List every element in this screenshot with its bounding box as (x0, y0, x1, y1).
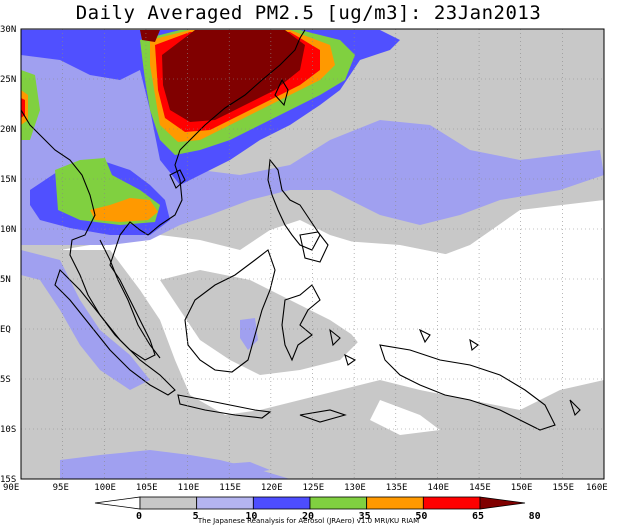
coast-mindanao (299, 231, 329, 263)
orange-region-indochina (90, 198, 158, 222)
colorbar-tick-label: 5 (193, 511, 199, 522)
colorbar-tick-label: 20 (302, 511, 314, 522)
lon-label: 110E (178, 483, 200, 493)
credit-text: The Japanese Reanalysis for Aerosol (JRA… (197, 517, 420, 525)
colorbar: 0 5 10 20 35 50 65 80 (94, 496, 541, 522)
coast-sulawesi (281, 284, 321, 362)
coastlines (21, 29, 581, 431)
lon-label: 145E (469, 483, 491, 493)
colorbar-segment (309, 496, 368, 510)
lat-label: 15N (0, 175, 16, 185)
lon-label: 150E (511, 483, 533, 493)
lon-label: 120E (261, 483, 283, 493)
lon-label: 115E (219, 483, 241, 493)
lat-labels: 30N 25N 20N 15N 10N 5N EQ 5S 10S 15S (0, 25, 16, 485)
lat-label: 5S (0, 375, 11, 385)
coast-islands-east (329, 328, 581, 417)
lightblue-region-north (21, 29, 604, 245)
colorbar-segment (94, 496, 141, 510)
lon-label: 95E (53, 483, 69, 493)
coast-mainland (179, 29, 306, 151)
darkred-region-top (140, 30, 160, 42)
lon-label: 155E (552, 483, 574, 493)
colorbar-tick-label: 10 (245, 511, 257, 522)
map-title: Daily Averaged PM2.5 [ug/m3]: 23Jan2013 (75, 2, 542, 24)
grid-lines (21, 29, 604, 479)
lat-label: 20N (0, 125, 16, 135)
colorbar-tick-label: 35 (359, 511, 371, 522)
coast-hainan (169, 169, 186, 189)
lon-label: 125E (303, 483, 325, 493)
white-region-south (200, 380, 270, 405)
colorbar-segment (196, 496, 254, 510)
coast-indochina (21, 109, 183, 361)
grey-region-west (21, 250, 604, 479)
colorbar-tick-label: 50 (415, 511, 427, 522)
coast-malaya (99, 239, 161, 359)
lon-label: 130E (344, 483, 366, 493)
lon-label: 135E (386, 483, 408, 493)
green-region-west (21, 70, 40, 140)
plot-frame (20, 28, 605, 480)
lat-label: 5N (0, 275, 11, 285)
colorbar-segment (252, 496, 311, 510)
coast-java (177, 394, 272, 419)
lon-label: 100E (94, 483, 116, 493)
colorbar-segment (139, 496, 198, 510)
lightblue-region-south-small (210, 462, 270, 475)
colorbar-segment (366, 496, 424, 510)
colorbar-tick-label: 80 (529, 511, 541, 522)
coast-sumatra (54, 268, 176, 396)
lon-label: 105E (136, 483, 158, 493)
concentration-field (21, 29, 604, 479)
darkred-region-china (162, 30, 305, 122)
coast-philippines (267, 158, 321, 251)
lat-label: EQ (0, 325, 11, 335)
lon-label: 90E (3, 483, 19, 493)
coast-newguinea (379, 344, 556, 431)
red-region-west (21, 98, 25, 118)
colorbar-segment (479, 496, 526, 510)
lat-label: 30N (0, 25, 16, 35)
colorbar-tick-label: 0 (136, 511, 142, 522)
lat-label: 10N (0, 225, 16, 235)
coast-borneo (184, 249, 276, 373)
lat-label: 25N (0, 75, 16, 85)
lat-label: 10S (0, 425, 16, 435)
grey-region-central (160, 270, 360, 375)
colorbar-tick-label: 65 (472, 511, 484, 522)
coast-taiwan (274, 78, 289, 107)
colorbar-segment (422, 496, 481, 510)
coast-timor (299, 409, 347, 423)
lon-label: 140E (427, 483, 449, 493)
white-region-south2 (370, 400, 440, 435)
lon-label: 160E (586, 483, 608, 493)
lat-label: 15S (0, 475, 16, 485)
lon-labels: 90E 95E 100E 105E 110E 115E 120E 125E 130E 135E 14… (3, 483, 608, 493)
